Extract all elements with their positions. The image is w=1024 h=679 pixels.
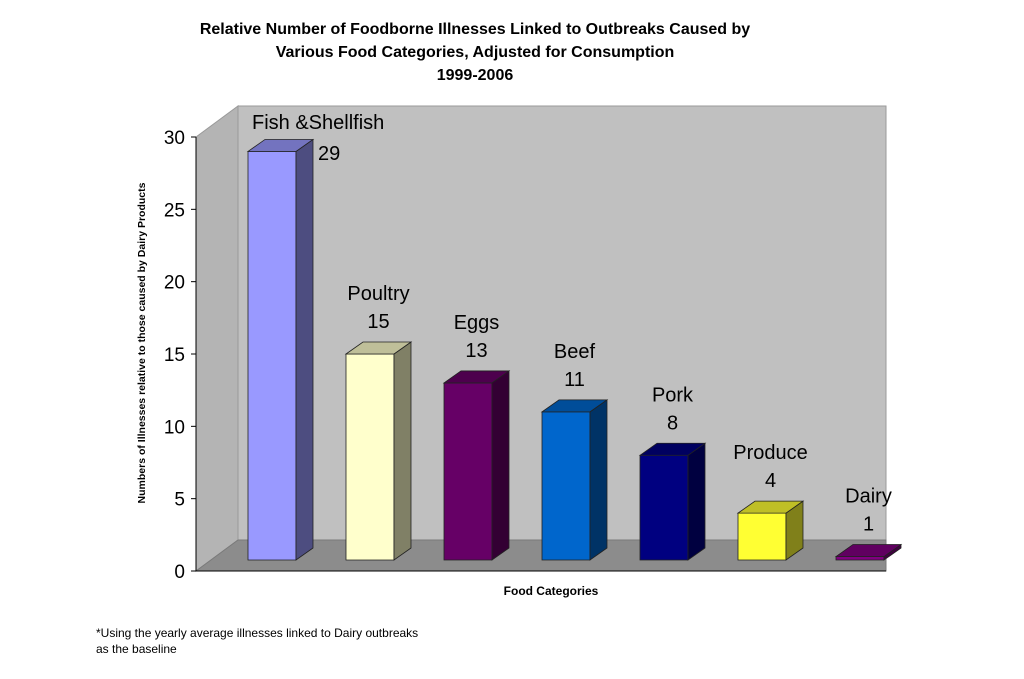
bar: [736, 500, 805, 561]
bar-front: [345, 353, 395, 561]
y-tick-label: 0: [174, 562, 185, 583]
value-label: 8: [667, 412, 678, 434]
footnote: *Using the yearly average illnesses link…: [96, 626, 419, 656]
bar-side: [687, 442, 706, 561]
bar: [638, 442, 707, 561]
category-label: Beef: [554, 341, 596, 363]
category-label: Produce: [733, 442, 808, 464]
y-tick-label: 5: [174, 490, 185, 511]
value-label: 1: [863, 514, 874, 536]
side-wall: [195, 105, 239, 572]
category-label: Fish &Shellfish: [252, 112, 384, 134]
chart-title: Relative Number of Foodborne Illnesses L…: [150, 18, 800, 87]
bar-side: [295, 138, 314, 561]
bar-front: [639, 454, 689, 561]
bar-front: [541, 411, 591, 561]
category-label: Dairy: [845, 486, 892, 508]
bar-top: [442, 370, 511, 384]
bar-top: [540, 399, 609, 413]
bar-top: [246, 139, 315, 152]
bar-side: [393, 341, 412, 561]
bar-front: [737, 512, 787, 561]
y-tick-label: 10: [164, 417, 185, 438]
chart-title-line-3: 1999-2006: [436, 67, 514, 84]
bar-front: [443, 382, 493, 561]
bar: [540, 399, 609, 561]
bar-side: [491, 370, 510, 561]
bar: [246, 138, 315, 561]
category-label: Pork: [652, 384, 694, 406]
y-tick-label: 20: [164, 273, 185, 294]
category-label: Poultry: [347, 283, 409, 305]
bar-side: [589, 399, 608, 561]
bar: [344, 341, 413, 561]
bar: [834, 543, 903, 561]
bar-front: [835, 556, 885, 561]
y-tick-label: 25: [164, 200, 185, 221]
bar-front: [247, 151, 297, 561]
value-label: 13: [465, 340, 487, 362]
bar-top: [344, 341, 413, 355]
value-label: 11: [564, 369, 585, 391]
bar-top: [736, 500, 805, 514]
bar-top: [638, 442, 707, 456]
value-label: 4: [765, 470, 776, 492]
y-axis-label: Numbers of Illnesses relative to those c…: [136, 182, 148, 503]
bar-top: [834, 544, 903, 557]
chart-title-line-2: Various Food Categories, Adjusted for Co…: [275, 44, 675, 61]
value-label: 15: [367, 311, 389, 333]
chart-title-line-1: Relative Number of Foodborne Illnesses L…: [199, 21, 751, 38]
value-label: 29: [318, 143, 340, 165]
y-tick-label: 30: [164, 128, 185, 149]
y-tick-label: 15: [164, 345, 185, 366]
category-label: Eggs: [454, 312, 500, 334]
bar: [442, 370, 511, 561]
x-axis-label: Food Categories: [504, 584, 599, 598]
